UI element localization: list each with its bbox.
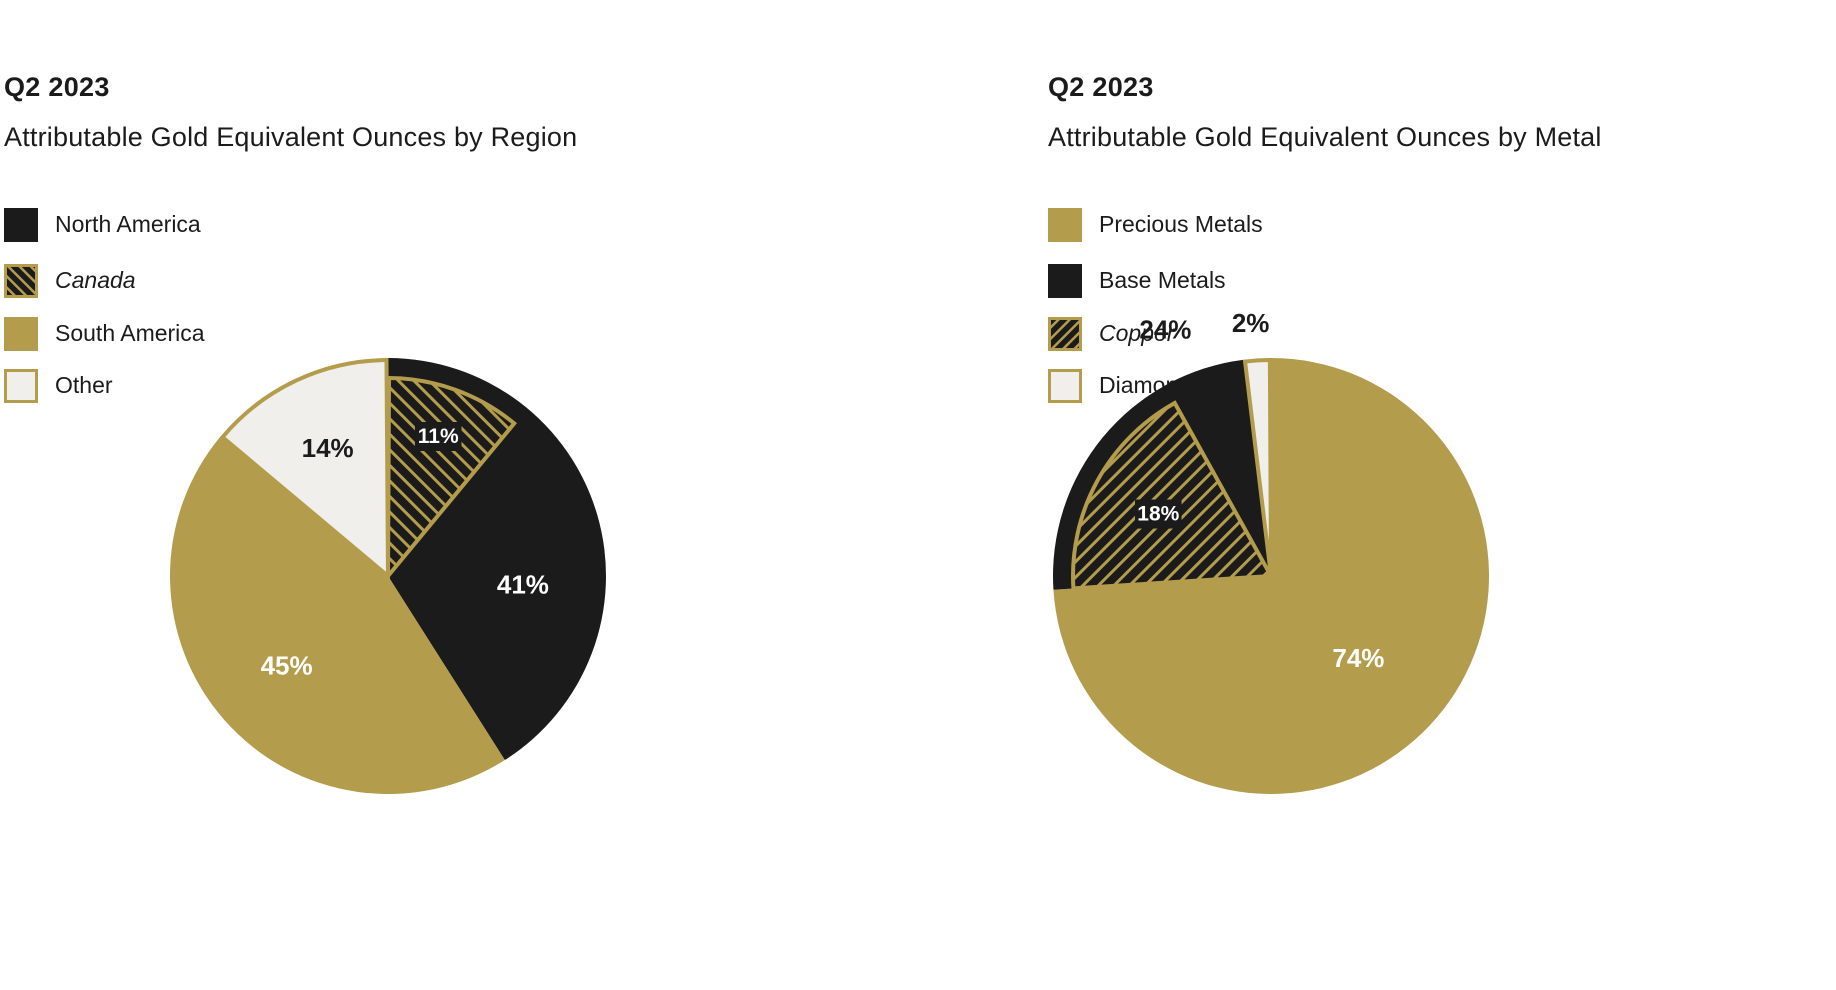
slice-south-america [170, 437, 505, 794]
swatch-base-metals [1048, 264, 1082, 298]
legend-label: Canada [55, 267, 136, 293]
legend-label: Other [55, 372, 113, 398]
label-canada-box [414, 422, 462, 452]
legend-swatch [1048, 369, 1082, 403]
legend-item-precious-metals: Precious Metals [1048, 208, 1448, 242]
swatch-canada [4, 264, 38, 298]
label-copper: 18% [1137, 503, 1179, 526]
period-heading: Q2 2023 [4, 72, 110, 102]
slice-diamonds-outline [1242, 357, 1273, 577]
metal-pie-chart: 74% 24% 2% 18% [1052, 308, 1489, 794]
legend-item-other: Other [4, 369, 404, 403]
swatch-diamonds [1048, 369, 1082, 403]
legend-label: Copper [1099, 320, 1175, 346]
legend-swatch [1048, 317, 1082, 351]
chart-title: Attributable Gold Equivalent Ounces by R… [4, 122, 578, 152]
legend-label: Base Metals [1099, 267, 1226, 293]
legend-item-south-america: South America [4, 317, 404, 351]
legend-swatch [4, 369, 38, 403]
swatch-south-america [4, 317, 38, 351]
label-other: 14% [302, 433, 354, 463]
legend-swatch [4, 208, 38, 242]
swatch-precious-metals [1048, 208, 1082, 242]
slice-other-outline [219, 357, 391, 581]
legend-label: Precious Metals [1099, 211, 1263, 237]
label-north-america: 41% [497, 569, 549, 599]
legend-label: North America [55, 211, 201, 237]
legend-swatch [1048, 264, 1082, 298]
swatch-north-america [4, 208, 38, 242]
period-heading: Q2 2023 [1048, 72, 1154, 102]
legend-item-copper: Copper [1048, 317, 1448, 351]
label-south-america: 45% [261, 650, 313, 680]
slice-other [220, 358, 388, 576]
legend-swatch [4, 264, 38, 298]
label-base-metals: 24% [1139, 315, 1191, 345]
label-precious-metals: 74% [1332, 643, 1384, 673]
legend-swatch [4, 317, 38, 351]
chart-title: Attributable Gold Equivalent Ounces by M… [1048, 122, 1602, 152]
swatch-other [4, 369, 38, 403]
metal-chart-panel: Q2 2023 Attributable Gold Equivalent Oun… [1044, 0, 1836, 990]
label-copper-box [1135, 499, 1182, 529]
region-pie-chart: 41% 45% 14% 11% [170, 357, 606, 794]
legend-item-base-metals: Base Metals [1048, 264, 1448, 298]
label-diamonds: 2% [1232, 308, 1270, 338]
label-canada: 11% [418, 425, 459, 448]
legend-swatch [1048, 208, 1082, 242]
legend-item-north-america: North America [4, 208, 404, 242]
legend-label: South America [55, 320, 205, 346]
slice-copper [1071, 400, 1275, 591]
legend-item-canada: Canada [4, 264, 404, 298]
region-chart-panel: Q2 2023 Attributable Gold Equivalent Oun… [0, 0, 900, 990]
swatch-copper [1048, 317, 1082, 351]
